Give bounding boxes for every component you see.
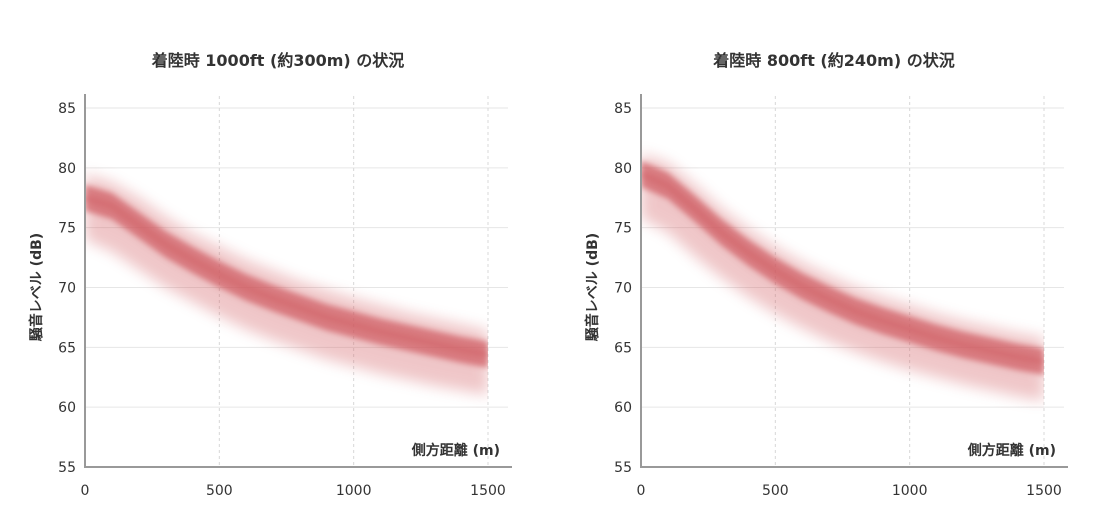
series-line [641,171,1044,364]
y-tick-label: 55 [614,460,632,476]
y-tick-label: 65 [614,340,632,356]
y-tick-label: 70 [614,281,632,297]
series-line [85,195,488,357]
noise-band [85,173,488,396]
x-tick-label: 1000 [336,483,372,499]
y-tick-label: 70 [58,281,76,297]
x-tick-label: 500 [206,483,233,499]
x-tick-label: 0 [81,483,90,499]
chart-800ft: 着陸時 800ft (約240m) の状況 55 60 65 70 75 80 85 0 500 1… [584,51,1068,499]
y-tick-label: 60 [614,400,632,416]
chart-title: 着陸時 800ft (約240m) の状況 [712,51,954,70]
band-outer [641,153,1044,402]
y-axis-label: 騒音レベル (dB) [584,233,601,341]
chart-panel-1000ft: 着陸時 1000ft (約300m) の状況 55 60 65 70 75 80 85 0 500… [28,51,512,499]
y-tick-label: 60 [58,400,76,416]
x-axis-label: 側方距離 (m) [411,442,500,459]
y-tick-label: 75 [614,221,632,237]
band-core [85,184,488,368]
chart-title: 着陸時 1000ft (約300m) の状況 [151,51,405,70]
x-axis-label: 側方距離 (m) [967,442,1056,459]
y-tick-label: 55 [58,460,76,476]
x-tick-label: 500 [762,483,789,499]
x-tick-label: 1500 [1026,483,1062,499]
y-tick-label: 65 [58,340,76,356]
y-axis-label: 騒音レベル (dB) [28,233,45,341]
x-tick-label: 0 [637,483,646,499]
chart-1000ft: 着陸時 1000ft (約300m) の状況 55 60 65 70 75 80 85 0 500… [28,51,512,499]
y-tick-label: 80 [58,161,76,177]
y-tick-label: 85 [58,101,76,117]
y-tick-label: 80 [614,161,632,177]
x-tick-label: 1500 [470,483,506,499]
y-tick-label: 85 [614,101,632,117]
band-outer [85,173,488,396]
noise-band [641,153,1044,402]
chart-panel-800ft: 着陸時 800ft (約240m) の状況 55 60 65 70 75 80 85 0 500 1… [556,0,1112,532]
y-tick-label: 75 [58,221,76,237]
x-tick-label: 1000 [892,483,928,499]
